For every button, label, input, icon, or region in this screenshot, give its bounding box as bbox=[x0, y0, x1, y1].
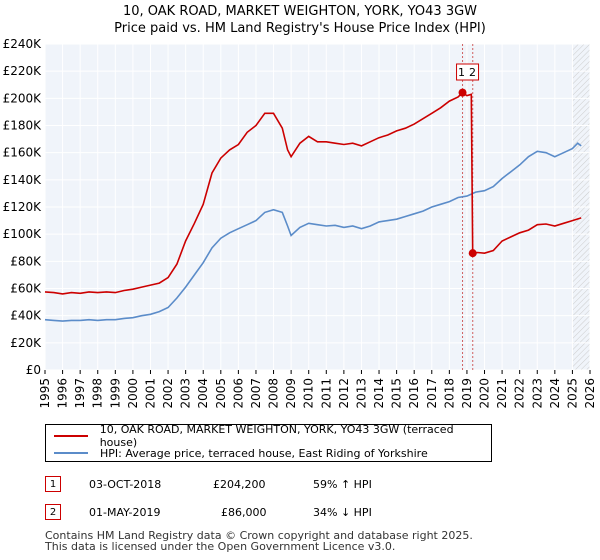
legend-item-hpi: HPI: Average price, terraced house, East… bbox=[54, 445, 428, 461]
y-tick-label: £80K bbox=[10, 254, 42, 268]
x-tick-label: 2000 bbox=[126, 378, 140, 409]
x-tick-label: 1997 bbox=[73, 378, 87, 409]
x-tick-label: 2013 bbox=[354, 378, 368, 409]
x-tick-label: 2005 bbox=[214, 378, 228, 409]
x-tick-label: 2002 bbox=[161, 378, 175, 409]
y-tick-label: £120K bbox=[3, 200, 43, 214]
y-tick-label: £180K bbox=[3, 119, 43, 133]
x-tick-label: 2017 bbox=[425, 378, 439, 409]
y-tick-label: £160K bbox=[3, 146, 43, 160]
x-tick-label: 2015 bbox=[390, 378, 404, 409]
transaction-row-1: 1 03-OCT-2018 £204,200 59% ↑ HPI bbox=[45, 475, 372, 493]
x-tick-label: 2022 bbox=[513, 378, 527, 409]
legend-label-hpi: HPI: Average price, terraced house, East… bbox=[100, 446, 428, 460]
marker-label-box bbox=[456, 63, 480, 81]
y-tick-label: £100K bbox=[3, 227, 43, 241]
chart-subtitle: Price paid vs. HM Land Registry's House … bbox=[114, 21, 486, 36]
y-tick-label: £40K bbox=[10, 309, 42, 323]
x-tick-label: 1998 bbox=[91, 378, 105, 409]
y-tick-label: £0 bbox=[26, 363, 41, 377]
x-tick-label: 1996 bbox=[56, 378, 70, 409]
x-tick-label: 2019 bbox=[460, 378, 474, 409]
legend-item-property: 10, OAK ROAD, MARKET WEIGHTON, YORK, YO4… bbox=[54, 423, 491, 449]
sale-point-1 bbox=[458, 88, 467, 97]
hpi-series-line bbox=[44, 142, 582, 322]
x-tick-label: 1995 bbox=[38, 378, 52, 409]
x-tick-label: 2009 bbox=[284, 378, 298, 409]
x-tick-label: 2012 bbox=[337, 378, 351, 409]
x-tick-label: 2004 bbox=[196, 378, 210, 409]
x-tick-label: 1999 bbox=[108, 378, 122, 409]
x-tick-label: 2003 bbox=[179, 378, 193, 409]
marker-label-1: 1 bbox=[458, 66, 465, 79]
property-series-line bbox=[44, 91, 582, 295]
sale-point-2 bbox=[468, 249, 477, 258]
x-tick-label: 2007 bbox=[249, 378, 263, 409]
legend: 10, OAK ROAD, MARKET WEIGHTON, YORK, YO4… bbox=[45, 423, 492, 462]
y-tick-label: £240K bbox=[3, 37, 43, 51]
x-tick-label: 2016 bbox=[407, 378, 421, 409]
x-tick-label: 2024 bbox=[548, 378, 562, 409]
transaction-badge: 1 bbox=[45, 476, 61, 492]
x-tick-label: 2026 bbox=[583, 378, 597, 409]
legend-line-hpi bbox=[54, 452, 88, 454]
chart-title: 10, OAK ROAD, MARKET WEIGHTON, YORK, YO4… bbox=[122, 4, 478, 19]
marker-label-2: 2 bbox=[469, 66, 476, 79]
y-tick-label: £140K bbox=[3, 173, 43, 187]
x-tick-label: 2010 bbox=[302, 378, 316, 409]
transaction-badge: 2 bbox=[45, 504, 61, 520]
transaction-hpi-diff: 59% ↑ HPI bbox=[313, 477, 372, 491]
transaction-price: £204,200 bbox=[213, 477, 266, 491]
transaction-date: 01-MAY-2019 bbox=[89, 505, 161, 519]
footer-license: This data is licensed under the Open Gov… bbox=[45, 540, 396, 553]
x-tick-label: 2018 bbox=[442, 378, 456, 409]
x-tick-label: 2001 bbox=[143, 378, 157, 409]
legend-label-property: 10, OAK ROAD, MARKET WEIGHTON, YORK, YO4… bbox=[99, 423, 454, 449]
y-tick-label: £220K bbox=[3, 64, 43, 78]
x-tick-label: 2006 bbox=[231, 378, 245, 409]
x-tick-label: 2008 bbox=[267, 378, 281, 409]
transaction-price: £86,000 bbox=[221, 505, 267, 519]
x-tick-label: 2020 bbox=[478, 378, 492, 409]
transaction-hpi-diff: 34% ↓ HPI bbox=[313, 505, 372, 519]
y-tick-label: £200K bbox=[3, 91, 43, 105]
x-tick-label: 2011 bbox=[319, 378, 333, 409]
transaction-row-2: 2 01-MAY-2019 £86,000 34% ↓ HPI bbox=[45, 503, 372, 521]
footer: Contains HM Land Registry data © Crown c… bbox=[45, 530, 473, 552]
price-chart: £0 £20K £40K £60K £80K £100K £120K £140K £160K £1… bbox=[3, 37, 597, 409]
x-tick-label: 2023 bbox=[530, 378, 544, 409]
x-tick-label: 2025 bbox=[565, 378, 579, 409]
legend-line-property bbox=[54, 435, 88, 437]
x-tick-label: 2014 bbox=[372, 378, 386, 409]
y-tick-label: £60K bbox=[10, 282, 42, 296]
transaction-date: 03-OCT-2018 bbox=[89, 477, 162, 491]
footer-copyright: Contains HM Land Registry data © Crown c… bbox=[45, 529, 473, 542]
x-tick-label: 2021 bbox=[495, 378, 509, 409]
y-tick-label: £20K bbox=[10, 336, 42, 350]
